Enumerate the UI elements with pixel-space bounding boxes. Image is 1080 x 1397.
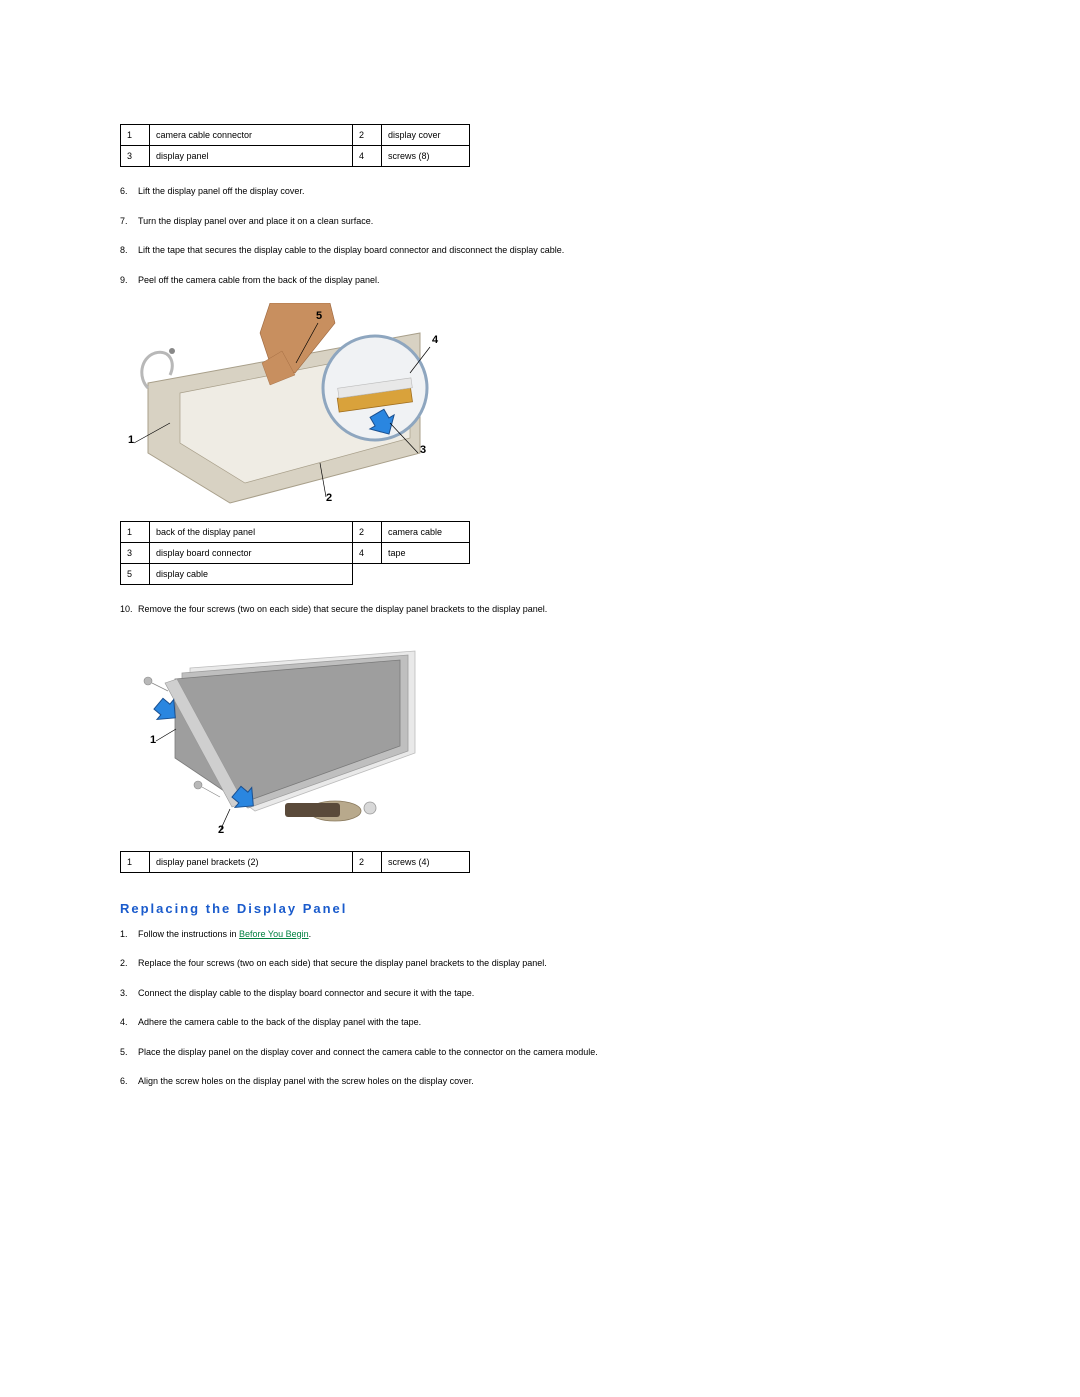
figure-1: 5 4 3 2 1	[120, 303, 960, 513]
cell-label: screws (4)	[382, 851, 470, 872]
cell-label: camera cable	[382, 522, 470, 543]
cell-label: camera cable connector	[150, 125, 353, 146]
page: 1 camera cable connector 2 display cover…	[0, 0, 1080, 1397]
step-text: Connect the display cable to the display…	[138, 988, 474, 998]
list-item: 10.Remove the four screws (two on each s…	[120, 603, 960, 617]
list-item: 9.Peel off the camera cable from the bac…	[120, 274, 960, 288]
cell-label: display panel brackets (2)	[150, 851, 353, 872]
svg-text:2: 2	[326, 492, 332, 504]
cell-num: 2	[353, 125, 382, 146]
cell-label	[382, 564, 470, 585]
step-number: 9.	[120, 274, 138, 288]
before-you-begin-link[interactable]: Before You Begin	[239, 929, 309, 939]
step-number: 7.	[120, 215, 138, 229]
cell-label: display board connector	[150, 543, 353, 564]
steps-list-b: 10.Remove the four screws (two on each s…	[120, 603, 960, 617]
cell-num: 3	[121, 146, 150, 167]
table-row: 5 display cable	[121, 564, 470, 585]
list-item: 5.Place the display panel on the display…	[120, 1046, 960, 1060]
section-heading: Replacing the Display Panel	[120, 901, 960, 916]
step-text: Place the display panel on the display c…	[138, 1047, 598, 1057]
table-row: 3 display board connector 4 tape	[121, 543, 470, 564]
list-item: 1.Follow the instructions in Before You …	[120, 928, 960, 942]
step-number: 1.	[120, 928, 138, 942]
step-number: 6.	[120, 185, 138, 199]
figure-2: 12	[120, 633, 960, 843]
cell-num	[353, 564, 382, 585]
cell-label: screws (8)	[382, 146, 470, 167]
table-row: 1 display panel brackets (2) 2 screws (4…	[121, 851, 470, 872]
list-item: 7.Turn the display panel over and place …	[120, 215, 960, 229]
cell-num: 1	[121, 522, 150, 543]
step-text: Align the screw holes on the display pan…	[138, 1076, 474, 1086]
table-row: 1 camera cable connector 2 display cover	[121, 125, 470, 146]
svg-text:5: 5	[316, 310, 322, 322]
cell-num: 2	[353, 522, 382, 543]
list-item: 2.Replace the four screws (two on each s…	[120, 957, 960, 971]
list-item: 6.Lift the display panel off the display…	[120, 185, 960, 199]
step-number: 4.	[120, 1016, 138, 1030]
steps-list-c: 1.Follow the instructions in Before You …	[120, 928, 960, 1089]
step-number: 5.	[120, 1046, 138, 1060]
step-text: Replace the four screws (two on each sid…	[138, 958, 547, 968]
cell-num: 1	[121, 125, 150, 146]
step-text: Turn the display panel over and place it…	[138, 216, 373, 226]
cell-num: 4	[353, 543, 382, 564]
svg-text:2: 2	[218, 824, 224, 836]
step-number: 8.	[120, 244, 138, 258]
callout-table-2: 1 back of the display panel 2 camera cab…	[120, 521, 470, 585]
list-item: 8.Lift the tape that secures the display…	[120, 244, 960, 258]
step-text: Adhere the camera cable to the back of t…	[138, 1017, 421, 1027]
step-text: Lift the tape that secures the display c…	[138, 245, 564, 255]
step-number: 3.	[120, 987, 138, 1001]
cell-label: display panel	[150, 146, 353, 167]
step-text: Lift the display panel off the display c…	[138, 186, 304, 196]
list-item: 3.Connect the display cable to the displ…	[120, 987, 960, 1001]
step-text-post: .	[309, 929, 312, 939]
table-row: 3 display panel 4 screws (8)	[121, 146, 470, 167]
callout-table-1: 1 camera cable connector 2 display cover…	[120, 124, 470, 167]
step-text: Peel off the camera cable from the back …	[138, 275, 379, 285]
step-number: 2.	[120, 957, 138, 971]
step-text: Remove the four screws (two on each side…	[138, 604, 547, 614]
cell-num: 1	[121, 851, 150, 872]
cell-label: display cable	[150, 564, 353, 585]
display-panel-back-figure: 5 4 3 2 1	[120, 303, 440, 513]
cell-num: 4	[353, 146, 382, 167]
step-number: 10.	[120, 603, 138, 617]
step-text-pre: Follow the instructions in	[138, 929, 239, 939]
svg-text:1: 1	[128, 434, 134, 446]
cell-num: 2	[353, 851, 382, 872]
svg-text:4: 4	[432, 334, 439, 346]
display-panel-brackets-figure: 12	[120, 633, 420, 843]
cell-label: display cover	[382, 125, 470, 146]
step-number: 6.	[120, 1075, 138, 1089]
callout-table-3: 1 display panel brackets (2) 2 screws (4…	[120, 851, 470, 873]
table-row: 1 back of the display panel 2 camera cab…	[121, 522, 470, 543]
steps-list-a: 6.Lift the display panel off the display…	[120, 185, 960, 287]
svg-text:1: 1	[150, 734, 156, 746]
cell-label: tape	[382, 543, 470, 564]
list-item: 6.Align the screw holes on the display p…	[120, 1075, 960, 1089]
cell-label: back of the display panel	[150, 522, 353, 543]
svg-text:3: 3	[420, 444, 426, 456]
cell-num: 5	[121, 564, 150, 585]
cell-num: 3	[121, 543, 150, 564]
list-item: 4.Adhere the camera cable to the back of…	[120, 1016, 960, 1030]
